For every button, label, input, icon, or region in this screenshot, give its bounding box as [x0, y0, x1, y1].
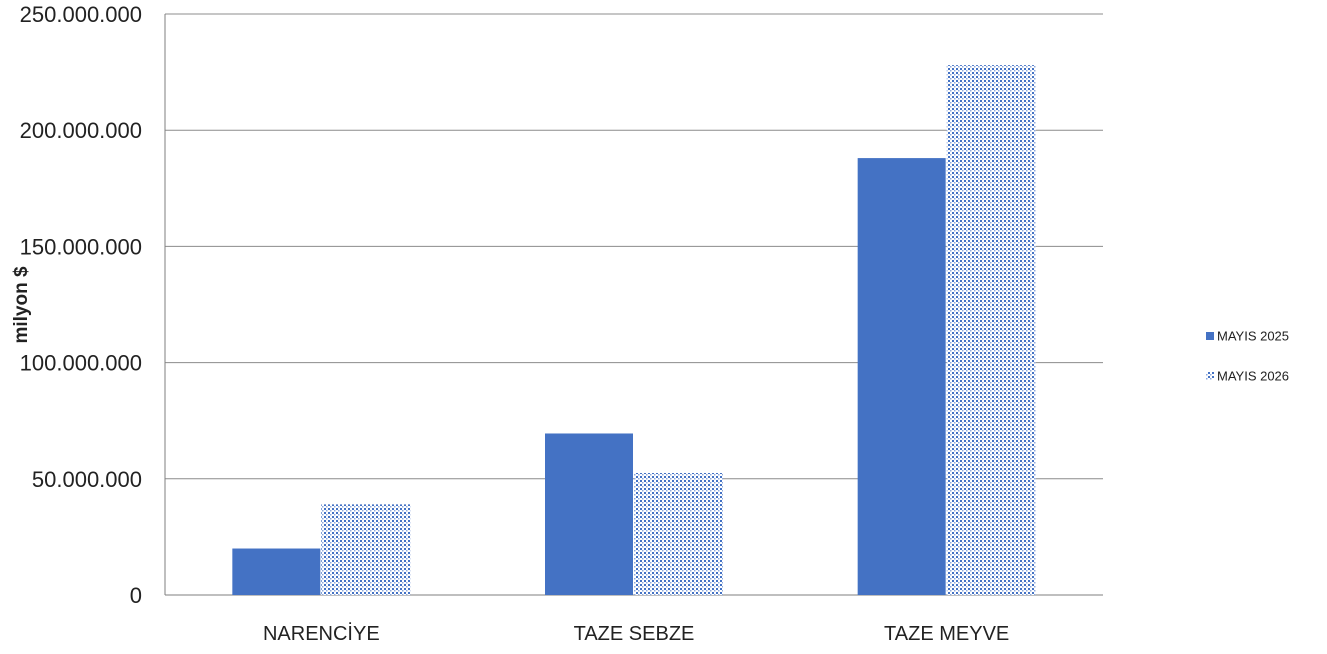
y-tick-label: 0 — [130, 583, 142, 608]
legend-label: MAYIS 2025 — [1217, 329, 1289, 344]
legend-swatch — [1206, 332, 1214, 340]
y-tick-label: 100.000.000 — [20, 351, 142, 376]
y-axis-tick-labels: 0 50.000.000 100.000.000 150.000.000 200.000… — [20, 2, 142, 608]
y-tick-label: 200.000.000 — [20, 118, 142, 143]
bar-mayis-2026-1 — [634, 472, 723, 595]
x-tick-label: TAZE MEYVE — [884, 623, 1009, 645]
gridlines — [164, 13, 1103, 596]
bar-mayis-2025-0 — [232, 548, 321, 595]
x-tick-label: TAZE SEBZE — [574, 623, 695, 645]
x-tick-label: NARENCİYE — [263, 622, 380, 645]
y-tick-label: 250.000.000 — [20, 2, 142, 27]
legend: MAYIS 2025 MAYIS 2026 — [1206, 329, 1289, 384]
bar-mayis-2025-1 — [545, 433, 633, 595]
legend-swatch — [1206, 372, 1214, 380]
bars — [232, 65, 1036, 596]
bar-mayis-2026-2 — [946, 65, 1036, 596]
bar-mayis-2026-0 — [321, 504, 411, 595]
legend-label: MAYIS 2026 — [1217, 369, 1289, 384]
x-axis-tick-labels: NARENCİYE TAZE SEBZE TAZE MEYVE — [263, 622, 1009, 645]
y-tick-label: 50.000.000 — [32, 467, 142, 492]
y-axis-label: milyon $ — [11, 266, 32, 344]
y-tick-label: 150.000.000 — [20, 234, 142, 259]
bar-mayis-2025-2 — [857, 158, 946, 595]
